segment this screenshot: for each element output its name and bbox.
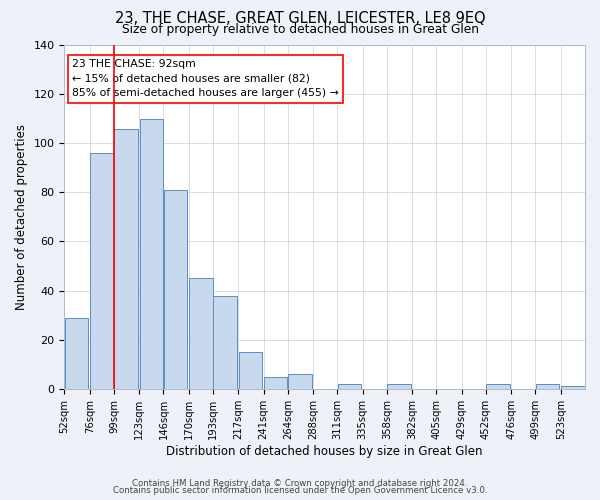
Bar xyxy=(288,374,311,389)
Y-axis label: Number of detached properties: Number of detached properties xyxy=(15,124,28,310)
Bar xyxy=(115,128,138,389)
Bar xyxy=(90,153,113,389)
Text: 23 THE CHASE: 92sqm
← 15% of detached houses are smaller (82)
85% of semi-detach: 23 THE CHASE: 92sqm ← 15% of detached ho… xyxy=(72,60,339,98)
Text: Contains public sector information licensed under the Open Government Licence v3: Contains public sector information licen… xyxy=(113,486,487,495)
Bar xyxy=(536,384,559,389)
Bar xyxy=(239,352,262,389)
Bar xyxy=(264,376,287,389)
Bar xyxy=(561,386,584,389)
Text: 23, THE CHASE, GREAT GLEN, LEICESTER, LE8 9EQ: 23, THE CHASE, GREAT GLEN, LEICESTER, LE… xyxy=(115,11,485,26)
Bar xyxy=(214,296,237,389)
Bar xyxy=(338,384,361,389)
Bar xyxy=(387,384,410,389)
Bar xyxy=(140,118,163,389)
Bar xyxy=(487,384,510,389)
Text: Contains HM Land Registry data © Crown copyright and database right 2024.: Contains HM Land Registry data © Crown c… xyxy=(132,479,468,488)
Bar xyxy=(65,318,88,389)
X-axis label: Distribution of detached houses by size in Great Glen: Distribution of detached houses by size … xyxy=(166,444,483,458)
Text: Size of property relative to detached houses in Great Glen: Size of property relative to detached ho… xyxy=(121,22,479,36)
Bar xyxy=(164,190,187,389)
Bar xyxy=(189,278,212,389)
